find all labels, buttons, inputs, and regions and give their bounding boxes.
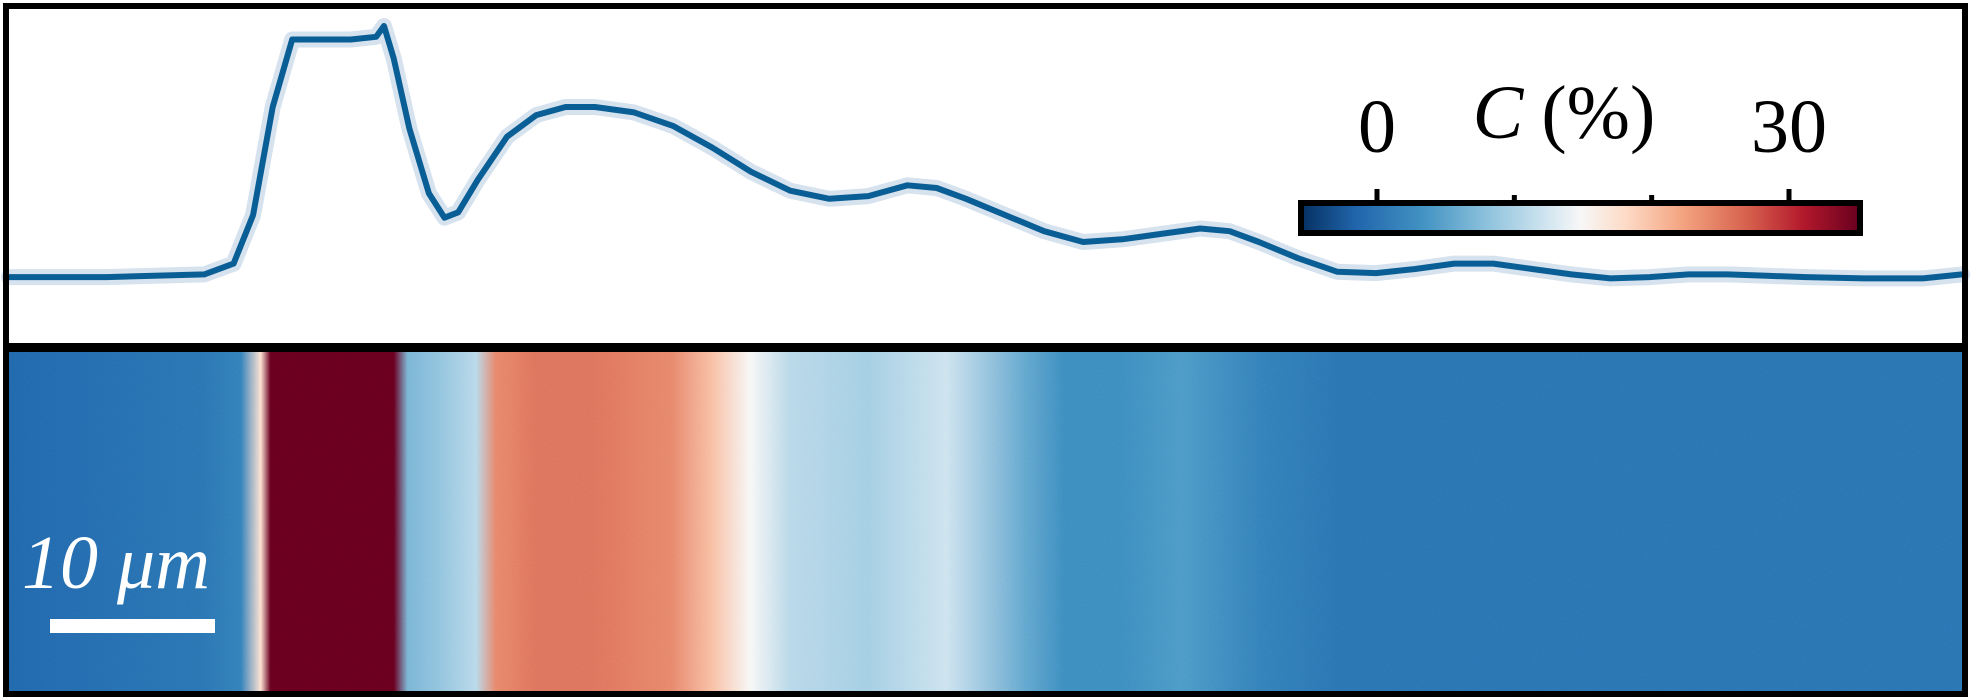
- heatmap-panel: 10 μm: [3, 346, 1968, 697]
- heatmap-frame: [3, 346, 1968, 697]
- colorbar-variable: C: [1473, 71, 1525, 155]
- colorbar-tick-label-max: 30: [1751, 85, 1827, 169]
- heatmap-noise-texture: [6, 352, 1965, 694]
- colorbar-gradient: [1301, 203, 1860, 233]
- colorbar-unit: (%): [1541, 71, 1655, 155]
- series-line: [6, 23, 1965, 282]
- scale-bar: [50, 619, 215, 633]
- colorbar-tick-label-min: 0: [1358, 85, 1396, 169]
- line-panel-background: [6, 6, 1965, 346]
- line-profile-panel: [1, 3, 1970, 349]
- colorbar: 0 30 C (%): [1298, 71, 1863, 236]
- colorbar-ticks: [1374, 189, 1792, 203]
- colorbar-title: C (%): [1473, 71, 1656, 155]
- scale-bar-label: 10 μm: [22, 521, 210, 605]
- colorbar-frame: [1298, 200, 1863, 236]
